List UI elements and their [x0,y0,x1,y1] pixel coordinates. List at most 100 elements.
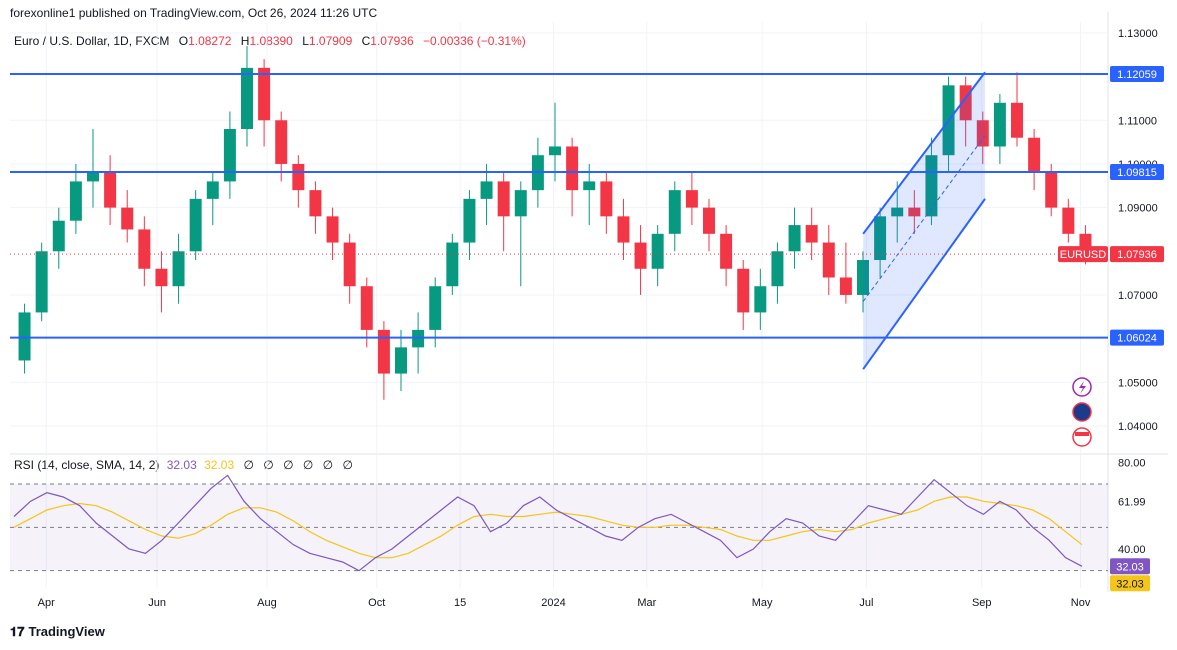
open-value: 1.08272 [188,34,232,48]
candle-body [805,225,818,243]
level-price-tag [1110,66,1164,83]
price-tick-label: 1.04000 [1118,421,1158,433]
rsi-tick-label: 80.00 [1118,457,1146,469]
candle-body [1011,102,1023,138]
candle-body [206,181,219,199]
price-tick-label: 1.11000 [1118,115,1157,127]
candle-body [360,286,373,330]
tradingview-logo-icon: 𝟏𝟕 [10,624,25,639]
candle-body [326,216,339,243]
us-flag-stripe-icon [1075,432,1089,436]
candle-body [497,181,510,217]
time-tick-label: 2024 [541,597,565,609]
empty-value-1: ∅ [263,458,274,472]
close-value: 1.07936 [370,34,414,48]
channel-fill [863,72,986,370]
candle-body [395,347,407,374]
high-label: H [240,34,250,48]
level-price-tag [1110,164,1164,181]
candle-body [754,286,767,313]
last-price-label: 1.07936 [1117,249,1157,261]
price-tick-label: 1.13000 [1118,28,1158,40]
candle-body [720,233,733,269]
time-tick-label: Mar [637,597,656,609]
candle-body [566,146,579,191]
candle-body [87,172,99,182]
candle-body [703,207,715,234]
candle-body [1028,137,1041,173]
rsi-line [13,474,1083,572]
candle-body [617,216,630,243]
candle-body [1079,233,1092,254]
candle-body [446,242,459,287]
price-tick-label: 1.07000 [1118,290,1158,302]
channel-mid-line [862,135,986,302]
candle-body [514,190,527,217]
time-tick-label: Sep [972,597,992,609]
sma-value-tag [1110,575,1150,592]
time-tick-label: Oct [368,597,385,609]
tradingview-footer[interactable]: 𝟏𝟕 TradingView [10,624,105,640]
candle-body [35,251,48,313]
open-label: O [178,34,189,48]
low-value: 1.07909 [308,34,353,48]
low-label: L [302,34,309,48]
lightning-bolt-icon [1079,381,1086,394]
change-value: −0.00336 (−0.31%) [423,34,526,48]
empty-value-0: ∅ [243,458,254,472]
rsi-legend-value: 32.03 [166,458,197,472]
candle-body [1062,207,1075,234]
candle-body [839,277,852,295]
candle-body [549,146,561,156]
symbol-tag-label: EURUSD [1060,249,1107,261]
candle-body [600,181,613,217]
rsi-label: RSI (14, close, SMA, 14, 2) [14,458,160,472]
candle-body [155,268,168,287]
time-tick-label: Apr [38,597,55,609]
candle-body [634,242,647,269]
close-label: C [361,34,371,48]
candle-body [771,251,784,287]
price-tick-label: 1.05000 [1118,377,1158,389]
candle-body [292,163,305,191]
level-price-label: 1.12059 [1117,69,1157,81]
high-value: 1.08390 [249,34,293,48]
candle-body [959,85,972,121]
candle-body [822,242,835,278]
eu-flag-icon [1072,402,1092,422]
level-price-tag [1110,329,1164,346]
candle-body [925,155,938,217]
time-tick-label: May [752,597,773,609]
symbol-legend: Euro / U.S. Dollar, 1D, FXCM O1.08272 H1… [14,34,526,48]
candle-body [275,120,288,164]
candle-body [429,286,442,330]
candle-body [121,207,134,230]
candle-body [993,102,1006,147]
candle-body [138,229,151,269]
candle-body [223,129,236,182]
time-tick-label: Jul [859,597,873,609]
rsi-sma-line [13,496,1083,559]
time-tick-label: Nov [1071,597,1091,609]
candle-body [69,181,82,221]
rsi-tick-label: 61.99 [1118,496,1146,508]
symbol-name: Euro / U.S. Dollar, 1D, FXCM [14,34,170,48]
time-tick-label: Aug [257,597,277,609]
rsi-value-label: 32.03 [1116,561,1144,573]
symbol-tag [1058,246,1108,263]
candle-body [172,251,185,287]
empty-value-5: ∅ [342,458,353,472]
time-tick-label: Jun [148,597,166,609]
candle-body [976,120,989,147]
candle-body [857,260,869,295]
candle-body [18,312,31,361]
empty-value-4: ∅ [322,458,334,472]
candle-body [241,67,253,129]
candle-body [189,198,202,252]
channel-upper-line [862,71,986,235]
candle-body [343,242,356,287]
us-flag-icon [1072,427,1092,447]
candle-body [908,207,921,217]
rsi-value-tag [1110,558,1150,575]
